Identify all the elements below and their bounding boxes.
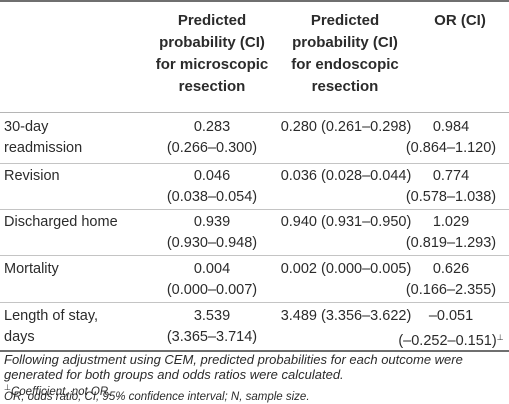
header-endoscopic-line: for endoscopic <box>291 56 399 73</box>
estimate-with-ci: 0.280 (0.261–0.298) <box>280 119 412 135</box>
estimate-with-ci: 0.002 (0.000–0.005) <box>280 261 412 277</box>
header-microscopic-line: for microscopic <box>155 56 269 73</box>
header-microscopic-line: resection <box>178 78 246 95</box>
confidence-interval: (–0.252–0.151)⊥ <box>398 327 504 352</box>
endoscopic-value: 0.280 (0.261–0.298) <box>280 117 412 138</box>
header-microscopic: Predicted probability (CI) for microscop… <box>150 10 274 98</box>
estimate: 0.774 <box>432 168 470 184</box>
or-value: 1.029 (0.819–1.293) <box>398 212 504 254</box>
confidence-interval: (0.930–0.948) <box>166 235 258 251</box>
header-endoscopic-line: Predicted <box>310 12 380 29</box>
estimate-with-ci: 0.036 (0.028–0.044) <box>280 168 412 184</box>
confidence-interval: (3.365–3.714) <box>166 329 258 345</box>
confidence-interval: (0.266–0.300) <box>166 140 258 156</box>
footnote-marker: ⊥ <box>4 383 11 392</box>
row-label-line: Revision <box>4 168 60 184</box>
estimate-with-ci: 3.489 (3.356–3.622) <box>280 308 412 324</box>
estimate: 0.984 <box>432 119 470 135</box>
endoscopic-value: 0.036 (0.028–0.044) <box>280 166 412 187</box>
row-label: Revision <box>4 166 60 187</box>
confidence-interval: (0.166–2.355) <box>405 282 497 298</box>
row-label-line: Mortality <box>4 261 59 277</box>
table-row: 30-day readmission 0.283 (0.266–0.300) 0… <box>0 113 509 164</box>
endoscopic-value: 0.002 (0.000–0.005) <box>280 259 412 280</box>
footnote-line: Following adjustment using CEM, predicte… <box>4 352 463 367</box>
microscopic-value: 3.539 (3.365–3.714) <box>152 306 272 348</box>
table-row: Revision 0.046 (0.038–0.054) 0.036 (0.02… <box>0 164 509 210</box>
row-label-line: Discharged home <box>4 214 118 230</box>
confidence-interval: (0.578–1.038) <box>405 189 497 205</box>
row-label-line: readmission <box>4 140 83 156</box>
estimate: –0.051 <box>428 308 474 324</box>
footnote-coefficient: ⊥Coefficient, not OR. <box>4 382 111 398</box>
header-endoscopic-line: probability (CI) <box>292 34 398 51</box>
endoscopic-value: 3.489 (3.356–3.622) <box>280 306 412 327</box>
row-label: Length of stay, days <box>4 306 98 348</box>
microscopic-value: 0.046 (0.038–0.054) <box>152 166 272 208</box>
footnote-block: Following adjustment using CEM, predicte… <box>4 352 463 382</box>
footnote-abbreviations: OR, odds ratio; CI, 95% confidence inter… <box>4 391 310 403</box>
ci-text: (–0.252–0.151) <box>398 333 497 349</box>
or-value: 0.984 (0.864–1.120) <box>398 117 504 159</box>
confidence-interval: (0.864–1.120) <box>405 140 497 156</box>
table-header: Predicted probability (CI) for microscop… <box>0 0 509 113</box>
estimate: 0.004 <box>193 261 231 277</box>
header-microscopic-line: Predicted <box>177 12 247 29</box>
header-endoscopic-line: resection <box>311 78 379 95</box>
footnote-line: generated for both groups and odds ratio… <box>4 367 344 382</box>
or-value: –0.051 (–0.252–0.151)⊥ <box>398 306 504 352</box>
endoscopic-value: 0.940 (0.931–0.950) <box>280 212 412 233</box>
estimate: 0.046 <box>193 168 231 184</box>
table-bottom-rule <box>0 350 509 352</box>
estimate: 3.539 <box>193 308 231 324</box>
estimate: 0.626 <box>432 261 470 277</box>
header-or: OR (CI) <box>420 10 500 32</box>
confidence-interval: (0.038–0.054) <box>166 189 258 205</box>
estimate: 0.939 <box>193 214 231 230</box>
footnote-marker: ⊥ <box>496 333 504 342</box>
estimate: 0.283 <box>193 119 231 135</box>
header-endoscopic: Predicted probability (CI) for endoscopi… <box>280 10 410 98</box>
estimate: 1.029 <box>432 214 470 230</box>
microscopic-value: 0.283 (0.266–0.300) <box>152 117 272 159</box>
estimate-with-ci: 0.940 (0.931–0.950) <box>280 214 412 230</box>
table-row: Mortality 0.004 (0.000–0.007) 0.002 (0.0… <box>0 256 509 303</box>
confidence-interval: (0.000–0.007) <box>166 282 258 298</box>
row-label-line: Length of stay, <box>4 308 99 324</box>
footnote-line: Coefficient, not OR. <box>10 386 112 398</box>
confidence-interval: (0.819–1.293) <box>405 235 497 251</box>
row-label: 30-day readmission <box>4 117 82 159</box>
microscopic-value: 0.004 (0.000–0.007) <box>152 259 272 301</box>
row-label-line: 30-day <box>4 119 49 135</box>
row-label: Discharged home <box>4 212 118 233</box>
or-value: 0.774 (0.578–1.038) <box>398 166 504 208</box>
table-row: Length of stay, days 3.539 (3.365–3.714)… <box>0 303 509 350</box>
or-value: 0.626 (0.166–2.355) <box>398 259 504 301</box>
microscopic-value: 0.939 (0.930–0.948) <box>152 212 272 254</box>
table-row: Discharged home 0.939 (0.930–0.948) 0.94… <box>0 210 509 256</box>
row-label-line: days <box>4 329 35 345</box>
header-microscopic-line: probability (CI) <box>159 34 265 51</box>
header-or-line: OR (CI) <box>434 12 486 29</box>
row-label: Mortality <box>4 259 59 280</box>
